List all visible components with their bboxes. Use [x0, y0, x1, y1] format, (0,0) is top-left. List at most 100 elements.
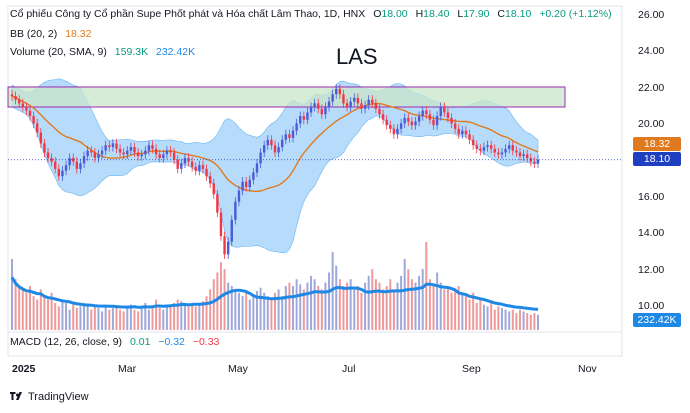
candle-body [162, 154, 165, 158]
volume-bar [194, 306, 197, 330]
volume-bar [274, 292, 276, 330]
x-tick-label: Jul [342, 363, 356, 375]
tradingview-icon [10, 392, 22, 400]
tradingview-logo[interactable]: TradingView [10, 391, 89, 403]
volume-bar [454, 289, 457, 330]
volume-bar [104, 304, 107, 330]
volume-bar [407, 269, 410, 330]
y-tick-label: 24.00 [638, 45, 665, 58]
y-tick-label: 12.00 [638, 263, 665, 276]
candle-body [129, 147, 133, 151]
volume-bar [39, 289, 42, 330]
candle-body [295, 123, 298, 131]
volume-bar [364, 282, 367, 330]
candle-body [342, 94, 345, 104]
volume-bar [331, 252, 334, 330]
last-price-tag: 18.10 [633, 152, 681, 166]
candle-body [486, 145, 489, 148]
volume-bar [50, 292, 53, 330]
tradingview-brand: TradingView [28, 391, 89, 403]
volume-bar [526, 313, 529, 330]
volume-sma-value: 232.42K [156, 46, 196, 58]
candle-body [219, 212, 223, 237]
candle-body [205, 168, 208, 177]
volume-bar [65, 302, 68, 330]
volume-bar [432, 286, 435, 330]
macd-line-value: 0.01 [129, 336, 151, 348]
volume-bar [461, 292, 464, 330]
volume-bar [310, 275, 313, 330]
candle-body [111, 143, 115, 148]
close-value: 18.10 [505, 8, 532, 20]
candle-body [363, 105, 367, 109]
volume-bar [180, 301, 183, 330]
low-value: 17.90 [463, 8, 490, 20]
candle-body [367, 99, 370, 106]
candle-body [468, 134, 471, 140]
candle-body [345, 103, 349, 107]
volume-bar [230, 286, 233, 330]
volume-bar [187, 306, 190, 330]
y-tick-label: 14.00 [638, 227, 665, 240]
candle-body [327, 101, 331, 107]
volume-bar [403, 258, 406, 330]
candle-body [313, 103, 316, 107]
volume-bar [374, 279, 377, 330]
candle-body [75, 161, 79, 169]
candle-body [461, 130, 464, 135]
volume-bar [151, 306, 154, 330]
volume-bar [122, 311, 125, 330]
volume-bar [25, 292, 28, 330]
legend-bb[interactable]: BB (20, 2) 18.32 [10, 28, 91, 40]
volume-bar [479, 299, 482, 330]
candle-body [396, 128, 399, 135]
candle-body [255, 163, 259, 173]
candle-body [378, 108, 381, 115]
volume-bar [111, 308, 114, 330]
candle-body [407, 117, 410, 122]
volume-bar [342, 286, 345, 330]
candle-body [108, 145, 111, 148]
candle-body [446, 112, 450, 118]
candle-body [93, 152, 97, 158]
volume-bar [165, 304, 168, 330]
candle-body [471, 139, 475, 146]
volume-bar [191, 302, 194, 330]
volume-bar [259, 287, 262, 330]
volume-bar [137, 311, 140, 330]
volume-bar [266, 296, 269, 330]
volume-bar [356, 286, 359, 330]
legend-volume[interactable]: Volume (20, SMA, 9) 159.3K 232.42K [10, 46, 195, 58]
candle-body [374, 103, 378, 109]
volume-bar [428, 279, 431, 330]
candle-body [324, 107, 327, 115]
candle-body [425, 110, 428, 115]
candle-body [32, 116, 35, 124]
volume-bar [450, 292, 453, 330]
candle-body [273, 145, 277, 153]
bollinger-basis-line [11, 95, 539, 193]
candle-body [475, 145, 478, 149]
volume-bar [518, 309, 521, 330]
volume-bar [212, 279, 215, 330]
macd-hist-value: −0.33 [192, 336, 220, 348]
volume-sma-line [10, 276, 539, 311]
candle-body [172, 152, 176, 160]
volume-bar [270, 299, 273, 330]
candle-body [356, 97, 360, 104]
legend-macd[interactable]: MACD (12, 26, close, 9) 0.01 −0.32 −0.33 [10, 336, 219, 348]
volume-bar [169, 306, 172, 330]
volume-bar [472, 292, 475, 330]
volume-bar [216, 272, 219, 330]
volume-value: 159.3K [114, 46, 149, 58]
candle-body [277, 147, 280, 153]
candle-body [525, 154, 529, 158]
volume-bar [392, 289, 395, 330]
volume-bar [353, 289, 356, 330]
volume-bar [324, 282, 327, 330]
candle-body [54, 161, 57, 169]
volume-bar [371, 269, 374, 330]
candle-body [306, 112, 309, 120]
volume-bar [36, 299, 39, 330]
